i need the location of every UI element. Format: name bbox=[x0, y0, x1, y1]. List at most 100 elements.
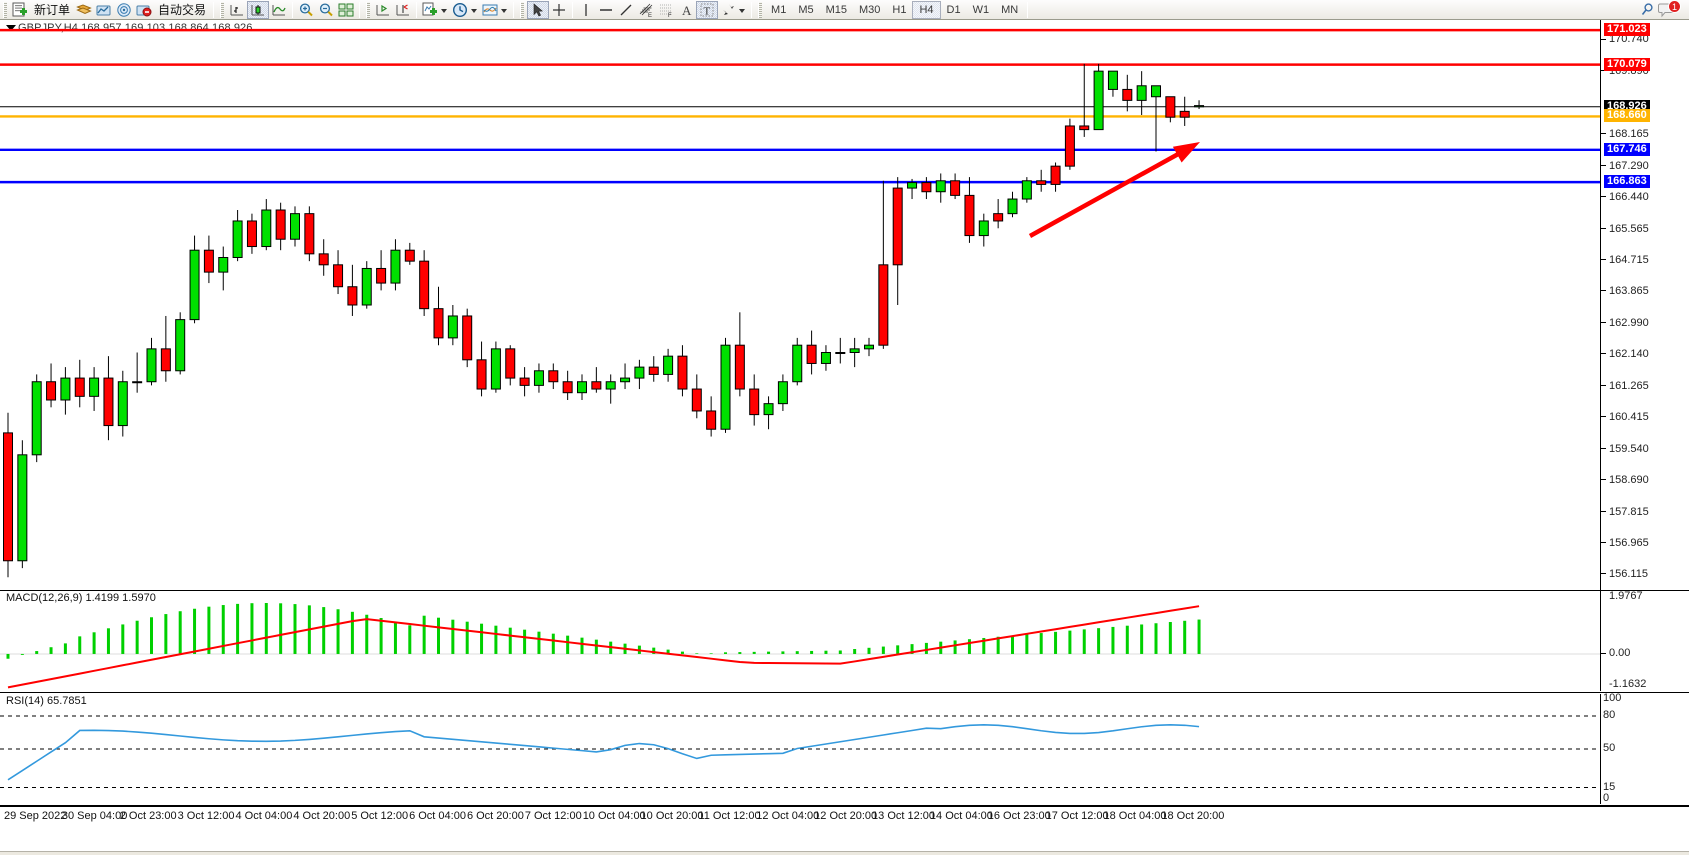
macd-pane[interactable]: MACD(12,26,9) 1.4199 1.5970 1.9767 0.00 -1… bbox=[0, 591, 1689, 691]
zoom-out-icon[interactable] bbox=[316, 1, 336, 19]
chevron-down-icon-indicators[interactable] bbox=[441, 8, 448, 13]
candle bbox=[117, 370, 128, 437]
templates-icon[interactable] bbox=[480, 1, 500, 19]
toolbar-divider-5 bbox=[513, 1, 515, 18]
timeframe-m15[interactable]: M15 bbox=[825, 3, 847, 16]
candle bbox=[46, 363, 57, 408]
level-tag-168660[interactable]: 168.660 bbox=[1604, 109, 1650, 123]
toolbar-grip[interactable] bbox=[3, 1, 7, 18]
candle bbox=[60, 367, 71, 415]
vertical-line-icon[interactable] bbox=[576, 1, 596, 19]
timeframe-m1[interactable]: M1 bbox=[771, 3, 787, 16]
price-pane[interactable] bbox=[0, 20, 1600, 590]
timeframe-mn[interactable]: MN bbox=[1001, 3, 1019, 16]
main-toolbar: 新订单 自动交易 bbox=[0, 0, 1689, 20]
timeframe-m5[interactable]: M5 bbox=[798, 3, 814, 16]
candle bbox=[1021, 177, 1032, 203]
alerts-icon[interactable]: 1 bbox=[1657, 0, 1681, 19]
chart-window-marker-icon bbox=[6, 25, 16, 31]
timeframe-w1[interactable]: W1 bbox=[972, 3, 990, 16]
candle bbox=[519, 367, 530, 397]
time-tick: 16 Oct 23:00 bbox=[987, 810, 1051, 822]
candlestick-chart-icon[interactable] bbox=[247, 0, 270, 19]
text-label-icon[interactable]: T bbox=[696, 0, 719, 19]
time-tick: 6 Oct 04:00 bbox=[409, 810, 466, 822]
profiles-icon[interactable] bbox=[74, 1, 94, 19]
candle bbox=[146, 337, 157, 386]
horizontal-line-icon[interactable] bbox=[596, 1, 616, 19]
candle bbox=[921, 177, 932, 200]
autotrading-label[interactable]: 自动交易 bbox=[158, 3, 207, 17]
time-axis[interactable]: 29 Sep 2022 30 Sep 04:00 2 Oct 23:00 3 Oct … bbox=[0, 806, 1689, 828]
timeframe-m30[interactable]: M30 bbox=[859, 3, 881, 16]
chart-shift-icon[interactable] bbox=[373, 1, 393, 19]
candle bbox=[663, 348, 674, 382]
market-watch-icon[interactable] bbox=[94, 1, 114, 19]
level-tag-171023[interactable]: 171.023 bbox=[1604, 23, 1650, 37]
candle bbox=[634, 359, 645, 390]
tile-windows-icon[interactable] bbox=[336, 1, 356, 19]
price-tick-156115: 156.115 bbox=[1601, 568, 1648, 580]
timeframe-h4[interactable]: H4 bbox=[912, 0, 941, 19]
objects-icon[interactable] bbox=[718, 1, 738, 19]
candle bbox=[175, 312, 186, 375]
new-order-icon[interactable] bbox=[10, 1, 30, 19]
candle bbox=[648, 356, 659, 382]
candle bbox=[1107, 70, 1118, 97]
line-chart-icon[interactable] bbox=[269, 1, 289, 19]
candle bbox=[89, 367, 100, 411]
chart-canvas-area[interactable]: GBPJPY,H4 168.957 169.103 168.864 168.92… bbox=[0, 20, 1689, 855]
crosshair-icon[interactable] bbox=[549, 1, 569, 19]
price-tick-168165: 168.165 bbox=[1601, 128, 1649, 140]
navigator-icon[interactable] bbox=[114, 1, 134, 19]
chevron-down-icon-templates[interactable] bbox=[501, 8, 508, 13]
price-tick-162990: 162.990 bbox=[1601, 317, 1649, 329]
candle bbox=[261, 199, 272, 251]
search-icon[interactable] bbox=[1637, 1, 1657, 19]
bar-chart-icon[interactable] bbox=[227, 1, 247, 19]
cursor-icon[interactable] bbox=[527, 0, 550, 19]
price-tick-165565: 165.565 bbox=[1601, 223, 1649, 235]
indicators-icon[interactable] bbox=[420, 1, 440, 19]
timeframe-h1[interactable]: H1 bbox=[892, 3, 907, 16]
autotrading-icon[interactable] bbox=[134, 1, 154, 19]
candle bbox=[304, 206, 315, 262]
toolbar-grip-shift[interactable] bbox=[366, 1, 371, 18]
level-tag-167746[interactable]: 167.746 bbox=[1604, 142, 1650, 156]
level-tag-166863[interactable]: 166.863 bbox=[1604, 175, 1650, 189]
chevron-down-icon-period[interactable] bbox=[471, 8, 478, 13]
candle bbox=[232, 210, 243, 262]
trendline-icon[interactable] bbox=[616, 1, 636, 19]
chevron-down-icon-objects[interactable] bbox=[739, 8, 746, 13]
toolbar-grip-timeframe[interactable] bbox=[758, 1, 763, 18]
equidistant-channel-icon[interactable]: E bbox=[636, 1, 656, 19]
candle bbox=[562, 370, 573, 400]
timeframe-d1[interactable]: D1 bbox=[946, 3, 961, 16]
bullish-uptrend-arrow[interactable] bbox=[1028, 142, 1200, 238]
new-order-label[interactable]: 新订单 bbox=[34, 3, 71, 17]
text-icon[interactable]: A bbox=[676, 1, 696, 19]
svg-text:E: E bbox=[648, 13, 652, 18]
autoscroll-icon[interactable] bbox=[393, 1, 413, 19]
period-icon[interactable] bbox=[450, 1, 470, 19]
price-tick-160415: 160.415 bbox=[1601, 411, 1649, 423]
candle bbox=[993, 199, 1004, 229]
time-tick: 17 Oct 12:00 bbox=[1045, 810, 1109, 822]
candle bbox=[1079, 63, 1090, 137]
rsi-tick-15: 15 bbox=[1603, 780, 1616, 793]
macd-label: MACD(12,26,9) 1.4199 1.5970 bbox=[4, 592, 158, 604]
level-tag-170079[interactable]: 170.079 bbox=[1604, 57, 1650, 71]
rsi-pane[interactable]: RSI(14) 65.7851 100 80 50 15 0 bbox=[0, 693, 1689, 804]
fibonacci-icon[interactable]: F bbox=[656, 1, 676, 19]
candle bbox=[290, 206, 300, 247]
time-tick: 14 Oct 04:00 bbox=[929, 810, 993, 822]
toolbar-grip-draw[interactable] bbox=[520, 1, 525, 18]
alert-badge-count: 1 bbox=[1668, 0, 1681, 13]
zoom-in-icon[interactable] bbox=[296, 1, 316, 19]
price-axis[interactable]: 170.740169.890168.165167.290166.440165.5… bbox=[1600, 20, 1689, 590]
toolbar-grip-charts[interactable] bbox=[220, 1, 225, 18]
price-tick-166440: 166.440 bbox=[1601, 191, 1649, 203]
candle bbox=[1151, 85, 1161, 152]
macd-tick-000: 0.00 bbox=[1601, 647, 1630, 659]
candle bbox=[246, 213, 257, 254]
